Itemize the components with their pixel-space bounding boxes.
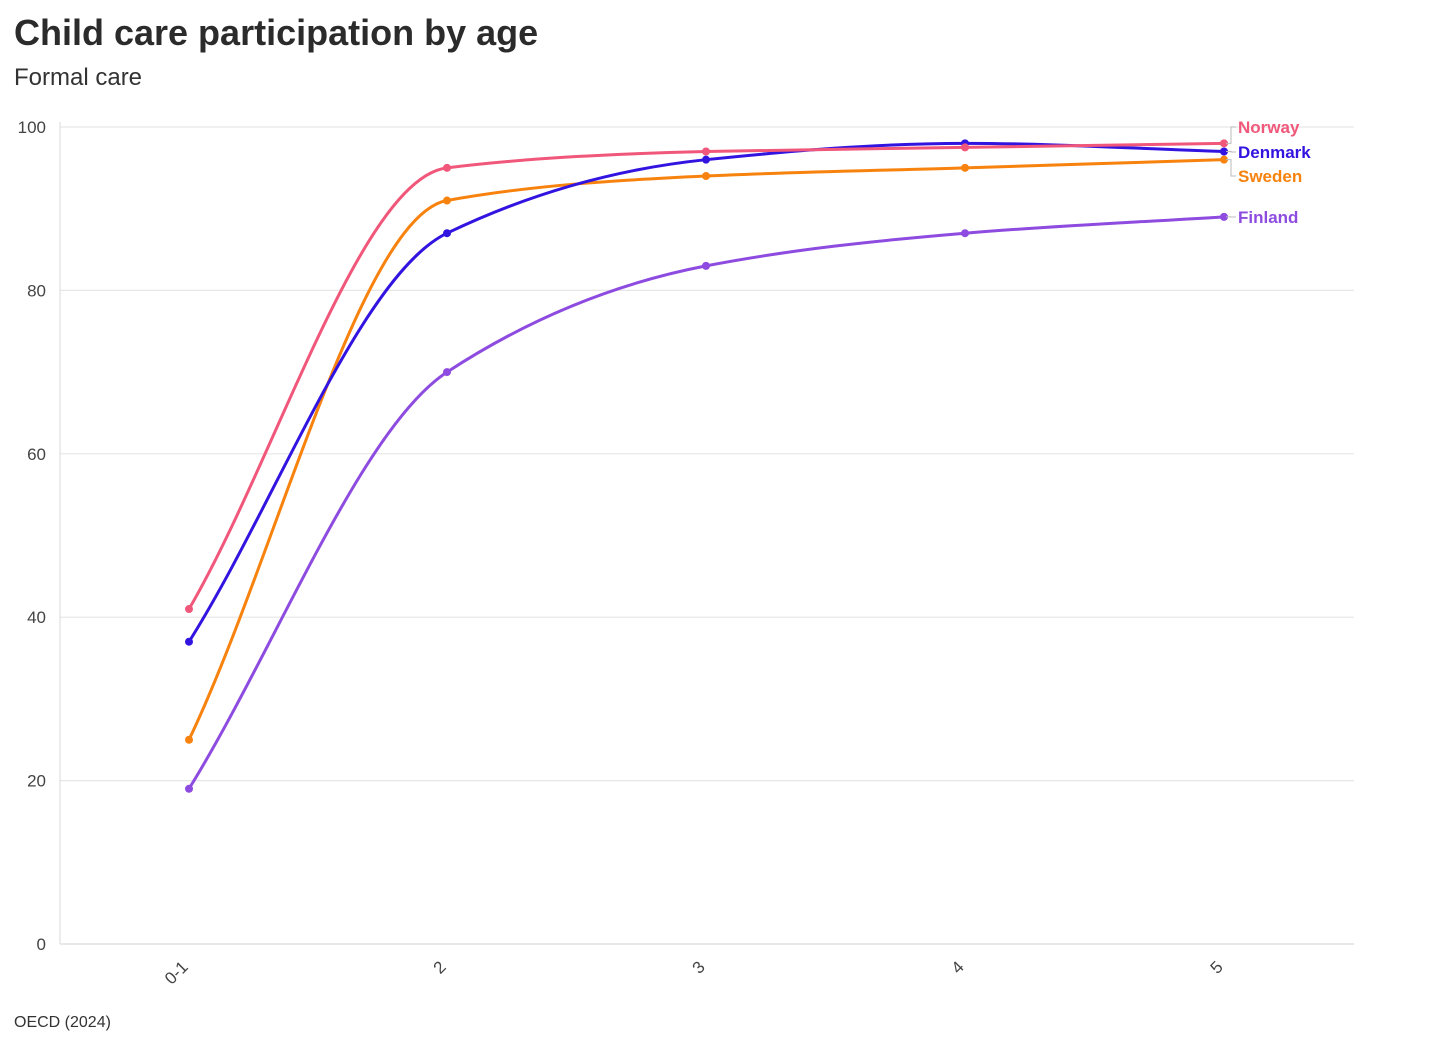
x-tick-label: 0-1 [161,957,192,988]
axes: 0 20 40 60 80 100 0-1 2 3 4 5 [18,118,1227,988]
y-tick-label: 0 [37,935,46,954]
y-tick-label: 20 [27,772,46,791]
data-point-finland [702,261,710,270]
data-point-norway [443,163,451,172]
data-point-sweden [702,172,710,181]
series-label-finland: Finland [1238,208,1298,227]
data-point-norway [1220,139,1228,148]
series-label-denmark: Denmark [1238,143,1311,162]
source-note: OECD (2024) [14,1014,111,1031]
series-line-sweden [187,158,1226,742]
chart-subtitle: Formal care [14,64,143,91]
series-label-norway: Norway [1238,118,1300,137]
chart-title: Child care participation by age [14,12,539,53]
data-point-denmark [443,229,451,238]
series-label-sweden: Sweden [1238,167,1302,186]
data-point-finland [185,784,193,793]
data-point-denmark [702,155,710,164]
x-tick-label: 2 [430,957,450,977]
data-point-sweden [185,735,193,744]
data-point-denmark [1220,147,1228,156]
label-connector-norway [1226,126,1236,144]
data-point-norway [185,605,193,614]
series-lines [185,139,1228,793]
x-tick-label: 3 [689,957,709,977]
gridlines [60,126,1354,945]
data-point-finland [961,229,969,238]
label-connector-sweden [1226,159,1236,177]
y-tick-label: 100 [18,118,46,137]
data-point-sweden [1220,155,1228,164]
data-point-norway [961,143,969,152]
data-point-sweden [961,163,969,172]
data-point-denmark [185,637,193,646]
data-point-finland [443,368,451,377]
y-tick-label: 80 [27,281,46,300]
data-point-finland [1220,212,1228,221]
x-tick-label: 5 [1207,957,1227,977]
y-tick-label: 40 [27,608,46,627]
data-point-norway [702,147,710,156]
series-line-norway [187,141,1226,611]
x-tick-label: 4 [948,957,968,977]
series-line-denmark [187,141,1226,644]
series-labels: Norway Denmark Sweden Finland [1226,118,1311,227]
y-tick-label: 60 [27,445,46,464]
series-line-finland [187,215,1226,791]
data-point-sweden [443,196,451,205]
